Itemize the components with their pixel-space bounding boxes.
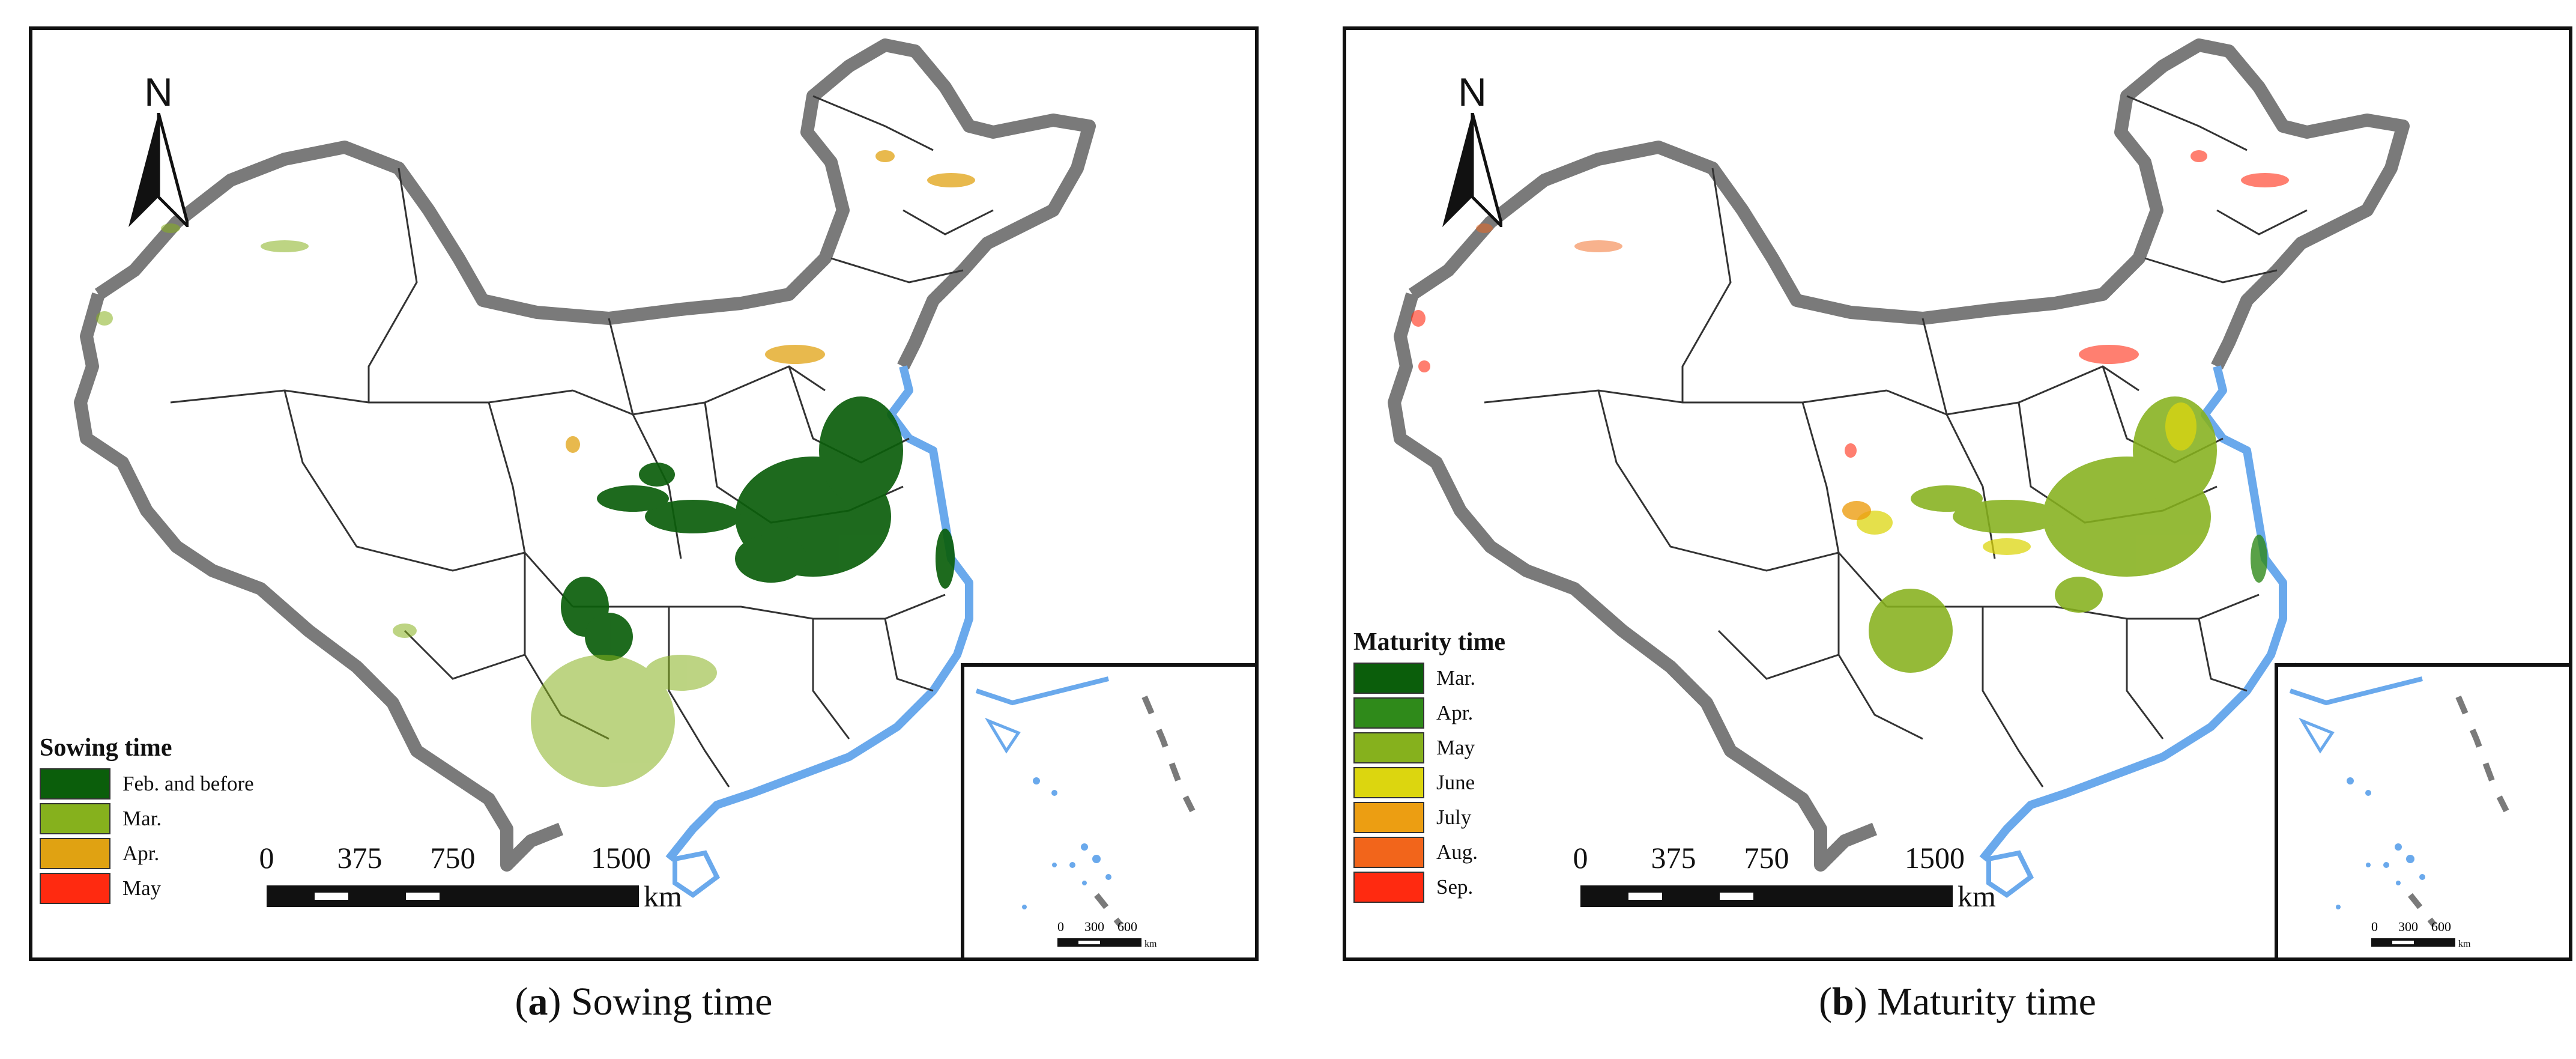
legend-maturity: Maturity time Mar. Apr. May June July Au… [1353, 626, 1505, 905]
scale-segment [1628, 893, 1662, 900]
caption-letter: b [1832, 980, 1854, 1024]
legend-label: May [122, 876, 162, 900]
legend-swatch [1353, 732, 1424, 763]
north-label: N [1458, 70, 1487, 114]
crop-pixels-aug [1476, 223, 1622, 252]
legend-swatch [1353, 697, 1424, 729]
legend-sowing: Sowing time Feb. and before Mar. Apr. Ma… [40, 732, 254, 906]
scale-bar: 0 375 750 1500 km [1573, 840, 2013, 936]
crop-pixels-july [1842, 501, 1871, 520]
inset-tick: 300 [2398, 919, 2418, 934]
scale-tick: 1500 [1905, 841, 1965, 875]
inset-tick: 300 [1084, 919, 1104, 934]
legend-swatch [40, 873, 110, 904]
legend-label: Apr. [122, 842, 160, 865]
crop-pixels-apr [566, 150, 975, 453]
legend-swatch [1353, 837, 1424, 868]
caption-sowing: (a) Sowing time [515, 980, 773, 1024]
legend-item: July [1353, 800, 1505, 835]
legend-label: Mar. [122, 807, 162, 830]
western-boundary [1388, 292, 1878, 872]
inset-unit: km [2458, 939, 2471, 949]
legend-label: Mar. [1436, 666, 1476, 690]
hainan-island [673, 850, 721, 898]
legend-item: Mar. [1353, 661, 1505, 696]
caption-text: Sowing time [570, 980, 773, 1024]
legend-label: May [1436, 736, 1475, 759]
map-panel-sowing: N Sowing time Feb. and before Mar. Apr. … [29, 26, 1259, 961]
national-boundary [1408, 38, 2410, 369]
western-boundary [74, 292, 564, 872]
caption-text: Maturity time [1877, 980, 2096, 1024]
legend-label: June [1436, 771, 1475, 794]
scale-segment [406, 893, 440, 900]
inset-map: 0 300 600 km [2289, 676, 2509, 949]
inset-tick: 600 [2431, 919, 2451, 934]
scale-tick: 0 [1573, 841, 1588, 875]
legend-swatch [1353, 767, 1424, 798]
legend-label: Feb. and before [122, 772, 254, 795]
crop-pixels-june [1857, 402, 2197, 555]
north-arrow-icon [1442, 113, 1502, 227]
crop-pixels-mar [96, 223, 717, 787]
scale-tick: 0 [259, 841, 274, 875]
scale-unit: km [644, 879, 682, 913]
inset-tick: 600 [1117, 919, 1137, 934]
legend-title: Maturity time [1353, 628, 1506, 656]
legend-item: Apr. [1353, 696, 1505, 730]
north-arrow: N [116, 71, 201, 251]
north-arrow-icon [128, 113, 189, 227]
legend-title: Sowing time [40, 734, 172, 762]
legend-label: July [1436, 806, 1472, 829]
inset-map: 0 300 600 km [975, 676, 1196, 949]
scale-tick: 1500 [591, 841, 651, 875]
hainan-island [1986, 850, 2034, 898]
inset-unit: km [1144, 939, 1157, 949]
scale-unit: km [1958, 879, 1996, 913]
legend-item: June [1353, 765, 1505, 800]
legend-swatch [40, 768, 110, 800]
scale-tick: 375 [1651, 841, 1696, 875]
legend-item: Feb. and before [40, 766, 254, 801]
scale-segment [315, 893, 348, 900]
north-arrow: N [1430, 71, 1514, 251]
scale-bar: 0 375 750 1500 km [259, 840, 699, 936]
legend-item: Apr. [40, 836, 254, 871]
legend-swatch [40, 838, 110, 869]
legend-label: Aug. [1436, 840, 1478, 864]
coastline [1979, 365, 2287, 862]
legend-label: Sep. [1436, 875, 1474, 899]
national-boundary [94, 38, 1096, 369]
south-china-sea-inset: 0 300 600 km [961, 663, 1255, 957]
legend-item: Sep. [1353, 870, 1505, 905]
legend-item: May [1353, 730, 1505, 765]
map-panel-maturity: N Maturity time Mar. Apr. May June July [1343, 26, 2572, 961]
legend-item: Aug. [1353, 835, 1505, 870]
caption-maturity: (b) Maturity time [1819, 980, 2096, 1024]
crop-pixels-may [1869, 396, 2217, 673]
legend-label: Apr. [1436, 701, 1474, 724]
crop-pixels-sep [1411, 150, 2289, 458]
legend-swatch [1353, 872, 1424, 903]
legend-swatch [1353, 663, 1424, 694]
legend-item: Mar. [40, 801, 254, 836]
crop-pixels-apr [2251, 535, 2267, 583]
north-label: N [144, 70, 173, 114]
crop-pixels-feb [561, 396, 955, 661]
inset-tick: 0 [2371, 919, 2378, 934]
coastline [665, 365, 973, 862]
legend-item: May [40, 871, 254, 906]
inset-tick: 0 [1057, 919, 1064, 934]
scale-tick: 750 [430, 841, 476, 875]
legend-swatch [1353, 802, 1424, 833]
china-map [1388, 38, 2410, 898]
scale-tick: 375 [337, 841, 382, 875]
scale-tick: 750 [1744, 841, 1789, 875]
south-china-sea-inset: 0 300 600 km [2275, 663, 2569, 957]
caption-letter: a [528, 980, 548, 1024]
china-map [74, 38, 1096, 898]
scale-segment [1720, 893, 1753, 900]
legend-swatch [40, 803, 110, 834]
